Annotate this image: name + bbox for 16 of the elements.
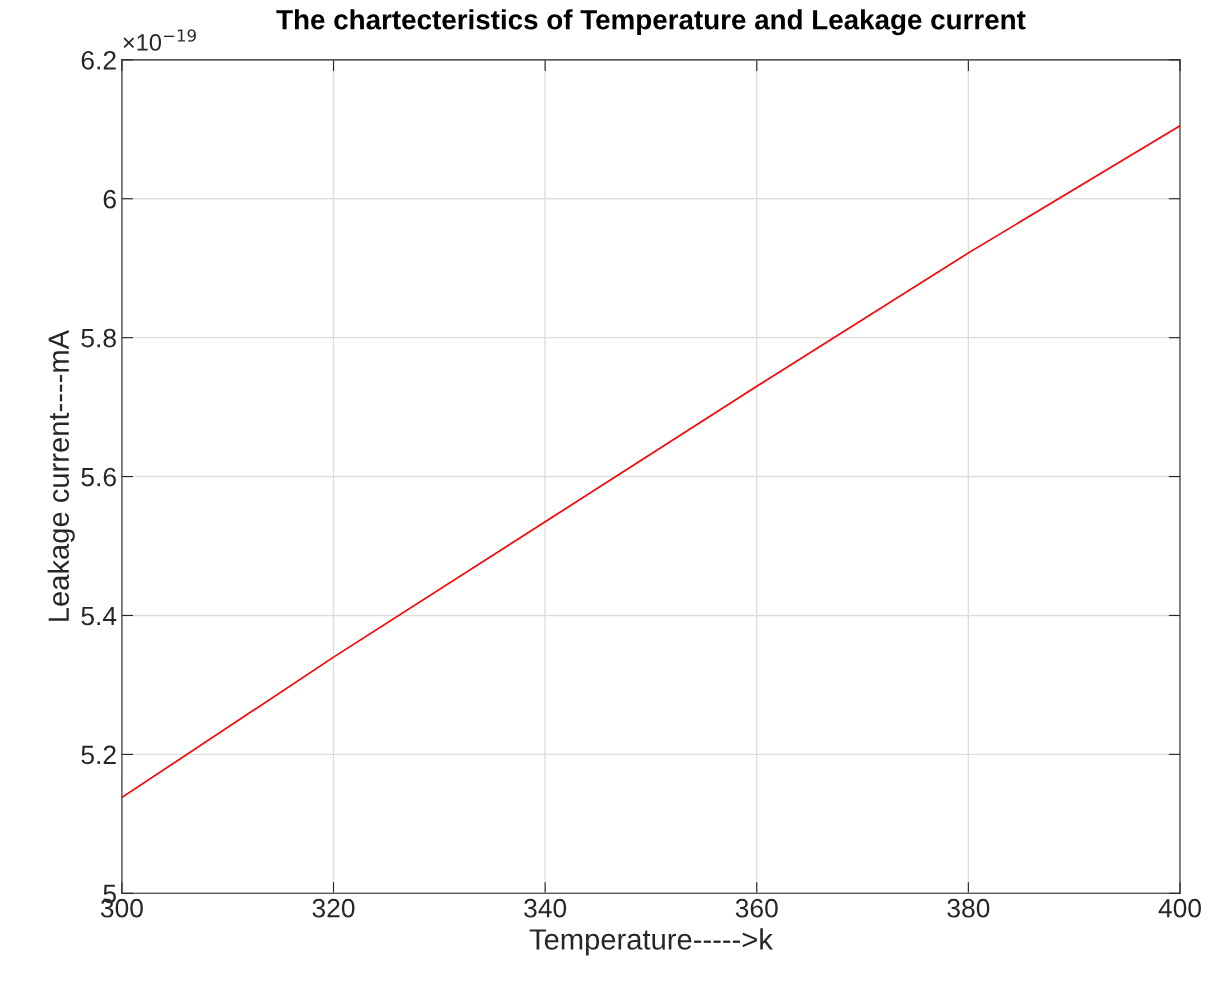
y-tick-label: 5.4: [81, 606, 117, 626]
y-axis-title: Leakage current----mA: [47, 329, 75, 621]
chart-title: The chartecteristics of Temperature and Leakage current: [276, 9, 1026, 36]
x-tick-label: 340: [524, 898, 567, 918]
y-tick-label: 6: [103, 189, 116, 209]
x-axis-title: Temperature----->k: [529, 928, 773, 956]
y-tick-label: 5.2: [81, 745, 116, 765]
x-tick-label: 360: [735, 898, 778, 918]
y-tick-label: 6.2: [81, 50, 116, 70]
y-tick-label: 5.8: [81, 328, 116, 348]
y-tick-label: 5.6: [81, 467, 116, 487]
x-tick-label: 320: [312, 898, 355, 918]
text: ×10$^{−19}$: [123, 29, 196, 51]
line-series: [121, 124, 1180, 799]
x-tick-label: 380: [947, 898, 990, 918]
x-tick-label: 400: [1158, 898, 1201, 918]
